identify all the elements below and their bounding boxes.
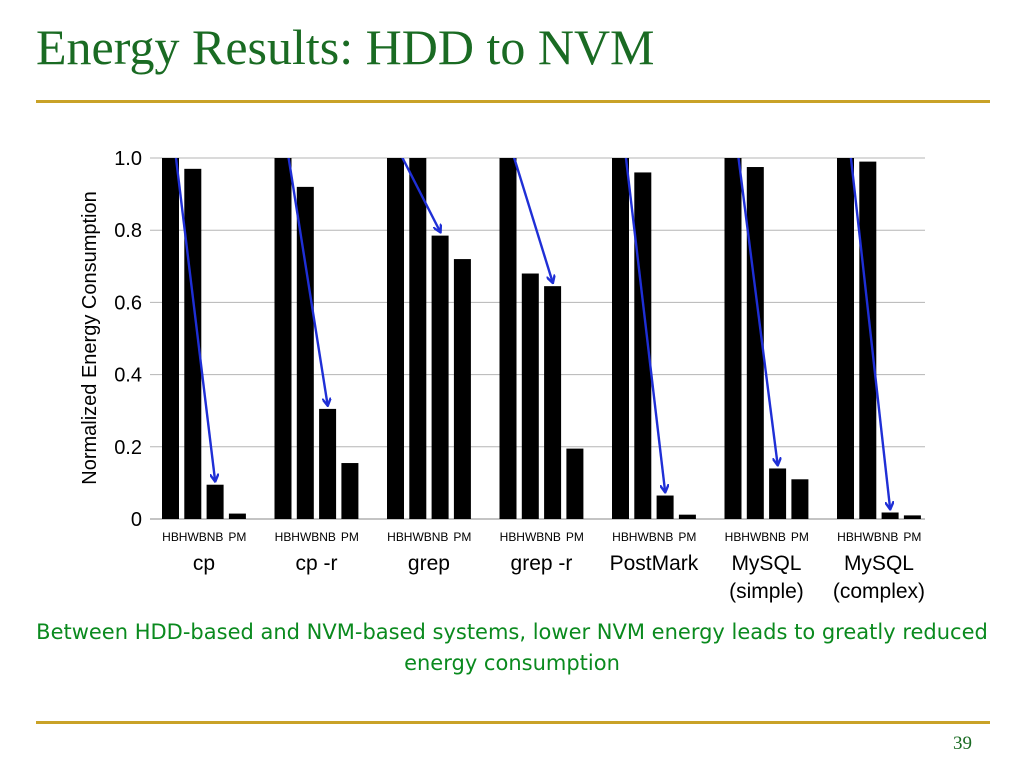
bar-label: HB [612, 530, 629, 544]
bar-label: HWB [291, 530, 319, 544]
bar [274, 158, 292, 519]
arrow [512, 158, 553, 282]
y-tick-labels: 0 0.2 0.4 0.6 0.8 1.0 [114, 148, 142, 531]
bar-label: HB [837, 530, 854, 544]
bar-label: PM [678, 530, 696, 544]
bar [678, 514, 696, 519]
arrow [624, 158, 666, 492]
bar-label: PM [791, 530, 809, 544]
bar [499, 158, 517, 519]
category-label: cp -r [295, 552, 337, 575]
y-tick-label: 0.4 [114, 365, 142, 387]
bar [837, 158, 854, 519]
bar [453, 259, 471, 519]
bar-label: NB [544, 530, 561, 544]
category-label: (simple) [729, 580, 804, 603]
bar-label: PM [341, 530, 359, 544]
bar [319, 408, 337, 519]
bar [409, 158, 427, 519]
y-tick-label: 1.0 [114, 148, 142, 170]
bar [859, 161, 877, 520]
page-number: 39 [953, 733, 972, 754]
bar-label: NB [319, 530, 336, 544]
category-label: grep [408, 552, 450, 575]
bar [903, 515, 921, 519]
bar-label: PM [903, 530, 921, 544]
bar [296, 186, 314, 519]
slide-title: Energy Results: HDD to NVM [36, 19, 655, 75]
arrows [174, 158, 891, 509]
category-label: PostMark [610, 552, 699, 575]
bar-label: PM [228, 530, 246, 544]
arrow [401, 158, 441, 232]
category-label: cp [193, 552, 215, 575]
bar [341, 463, 359, 519]
footer-divider [36, 721, 990, 724]
bar-label: NB [657, 530, 674, 544]
bar-label: HB [725, 530, 742, 544]
energy-bar-chart: Normalized Energy Consumption 0 0.2 0.4 0.6… [79, 148, 925, 603]
bar [206, 484, 224, 519]
bar [162, 158, 179, 519]
bar-label: HB [387, 530, 404, 544]
bar-label: HWB [629, 530, 657, 544]
bar-label: PM [453, 530, 471, 544]
bar-label: HB [275, 530, 292, 544]
y-tick-label: 0.8 [114, 220, 142, 242]
y-tick-label: 0.6 [114, 292, 142, 314]
bar [566, 448, 584, 519]
bar [881, 512, 899, 519]
bar-label: HB [162, 530, 179, 544]
bar [612, 158, 629, 519]
bar-label: HWB [741, 530, 769, 544]
category-label: (complex) [833, 580, 925, 603]
slide-caption: Between HDD-based and NVM-based systems,… [36, 620, 988, 675]
y-axis-label: Normalized Energy Consumption [79, 191, 101, 484]
arrow [174, 158, 216, 481]
bar [387, 158, 404, 519]
bar [724, 158, 742, 519]
arrow [287, 158, 328, 405]
bar-label: HWB [854, 530, 882, 544]
y-tick-label: 0 [131, 509, 142, 531]
title-divider [36, 100, 990, 103]
bar [769, 468, 787, 519]
bar [521, 273, 539, 519]
bar-label: HWB [516, 530, 544, 544]
bar-label: NB [769, 530, 786, 544]
bar-label: HB [500, 530, 517, 544]
bars [162, 158, 921, 520]
bar-label: HWB [404, 530, 432, 544]
category-label: grep -r [511, 552, 573, 575]
y-tick-label: 0.2 [114, 437, 142, 459]
bar [544, 286, 562, 519]
bar-label: HWB [179, 530, 207, 544]
arrow [849, 158, 891, 509]
bar-label: NB [207, 530, 224, 544]
category-label: MySQL [844, 552, 914, 575]
bar-label: PM [566, 530, 584, 544]
arrow [737, 158, 778, 464]
bar-label: NB [882, 530, 899, 544]
bar [431, 235, 449, 519]
bar-label: NB [432, 530, 449, 544]
bar [656, 495, 674, 519]
category-label: MySQL [731, 552, 801, 575]
bar [791, 479, 809, 519]
bar [228, 513, 246, 519]
